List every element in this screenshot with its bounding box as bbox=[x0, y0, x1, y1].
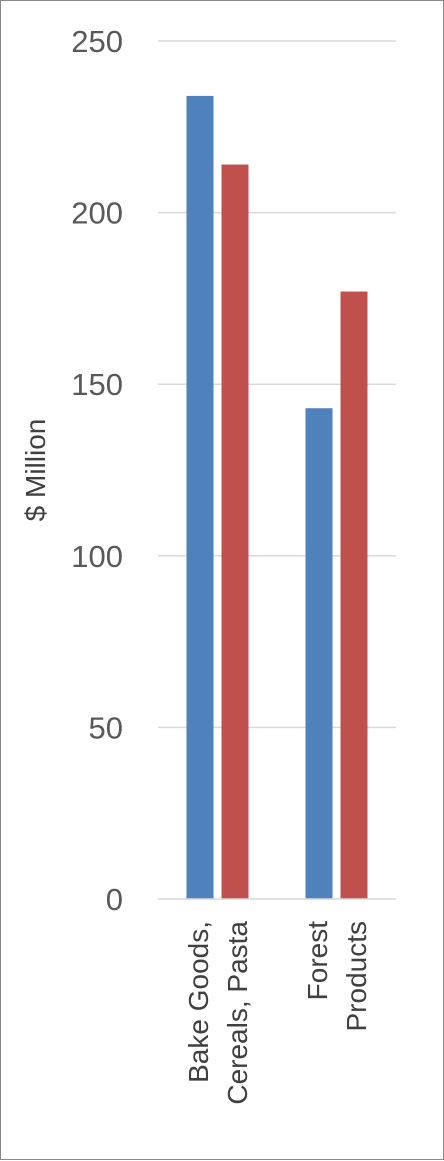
x-category-label: Forest bbox=[302, 921, 333, 1001]
y-tick-label: 150 bbox=[71, 367, 123, 402]
bars bbox=[186, 95, 368, 900]
y-tick-label: 250 bbox=[71, 24, 123, 59]
y-axis-title: $ Million bbox=[20, 419, 51, 522]
x-category-label: Bake Goods, bbox=[183, 921, 214, 1083]
y-tick-label: 0 bbox=[106, 882, 123, 917]
x-category-label: Cereals, Pasta bbox=[222, 921, 253, 1105]
x-axis-categories: Bake Goods, Cereals, Pasta Forest Products bbox=[183, 921, 372, 1105]
y-tick-label: 200 bbox=[71, 196, 123, 231]
x-category-label: Products bbox=[341, 921, 372, 1032]
y-axis-ticks: 0 50 100 150 200 250 bbox=[71, 24, 123, 917]
bar bbox=[340, 291, 368, 899]
y-tick-label: 100 bbox=[71, 539, 123, 574]
bar bbox=[186, 95, 214, 900]
bar bbox=[221, 164, 249, 899]
bar bbox=[305, 408, 333, 899]
y-tick-label: 50 bbox=[89, 710, 123, 745]
